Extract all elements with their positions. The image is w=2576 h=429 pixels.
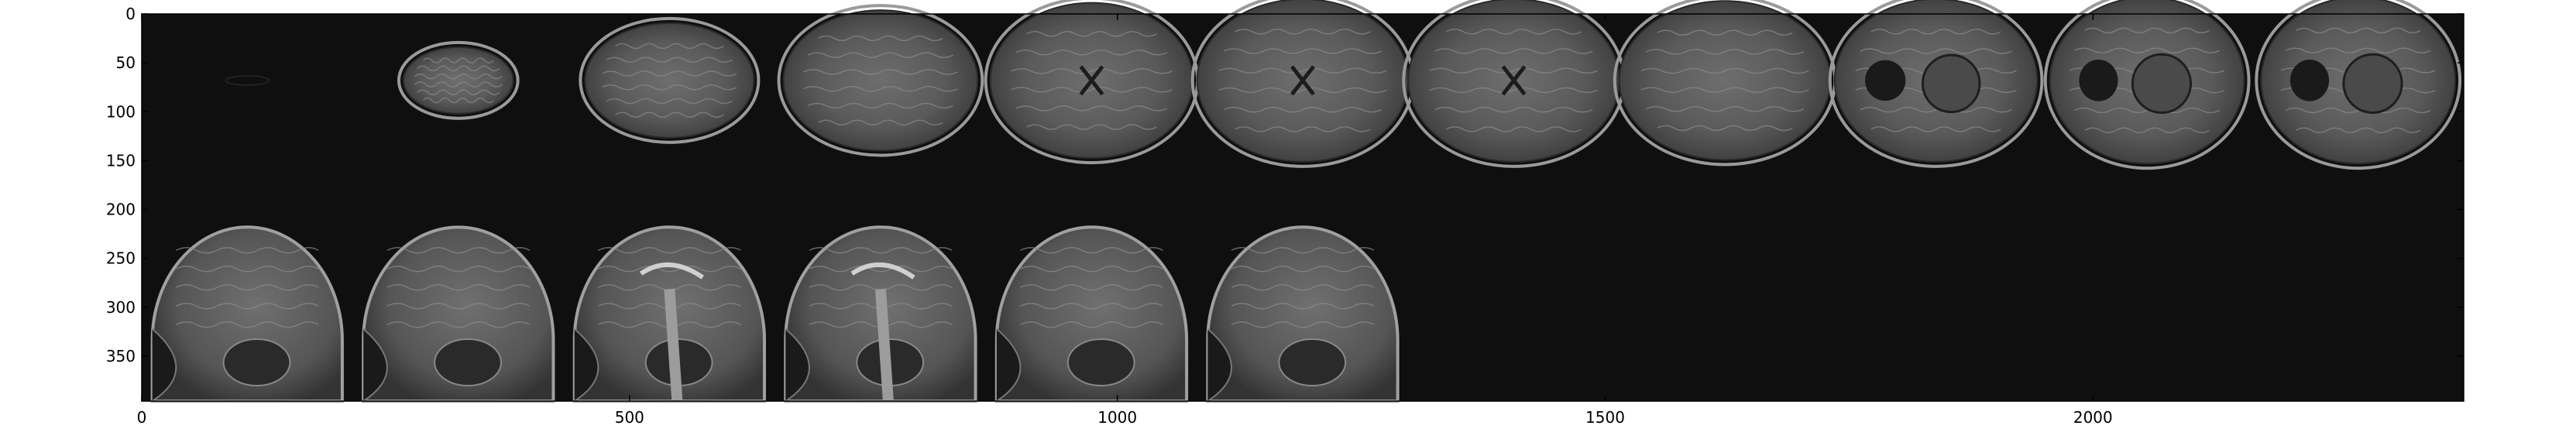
axial-slice	[579, 16, 761, 144]
sagittal-slice	[150, 225, 344, 403]
axial-slice	[2043, 0, 2251, 170]
sagittal-slice	[784, 225, 977, 403]
sagittal-slice	[572, 225, 767, 403]
x-tick-label: 500	[615, 408, 644, 427]
axes-frame	[141, 13, 2464, 402]
y-tick-label: 300	[106, 298, 136, 317]
x-tick-label: 1000	[1097, 408, 1137, 427]
axial-slice	[984, 0, 1200, 165]
sagittal-slice	[362, 225, 555, 403]
sagittal-slice	[1206, 225, 1400, 403]
y-tick-label: 200	[106, 201, 136, 219]
sagittal-slice	[994, 225, 1189, 403]
axial-slice	[2255, 0, 2462, 170]
y-tick-label: 250	[106, 249, 136, 268]
axial-slice	[777, 4, 984, 157]
x-tick-label: 2000	[2073, 408, 2113, 427]
y-tick-label: 50	[116, 53, 136, 72]
y-tick-label: 150	[106, 151, 136, 170]
x-tick-label: 0	[137, 408, 147, 427]
axial-slice	[1190, 0, 1415, 168]
axial-slice	[1402, 0, 1626, 168]
axial-slice	[397, 40, 520, 120]
y-tick-label: 0	[125, 5, 136, 23]
axial-slice	[225, 74, 270, 86]
axial-slice	[1828, 0, 2044, 168]
x-tick-label: 1500	[1585, 408, 1625, 427]
x-axis: 0 500 1000 1500 2000	[137, 14, 2113, 427]
y-axis: 0 50 100 150 200 250 300 350	[106, 5, 2464, 366]
slice-layer	[150, 0, 2462, 403]
y-tick-label: 350	[106, 347, 136, 366]
y-tick-label: 100	[106, 102, 136, 121]
